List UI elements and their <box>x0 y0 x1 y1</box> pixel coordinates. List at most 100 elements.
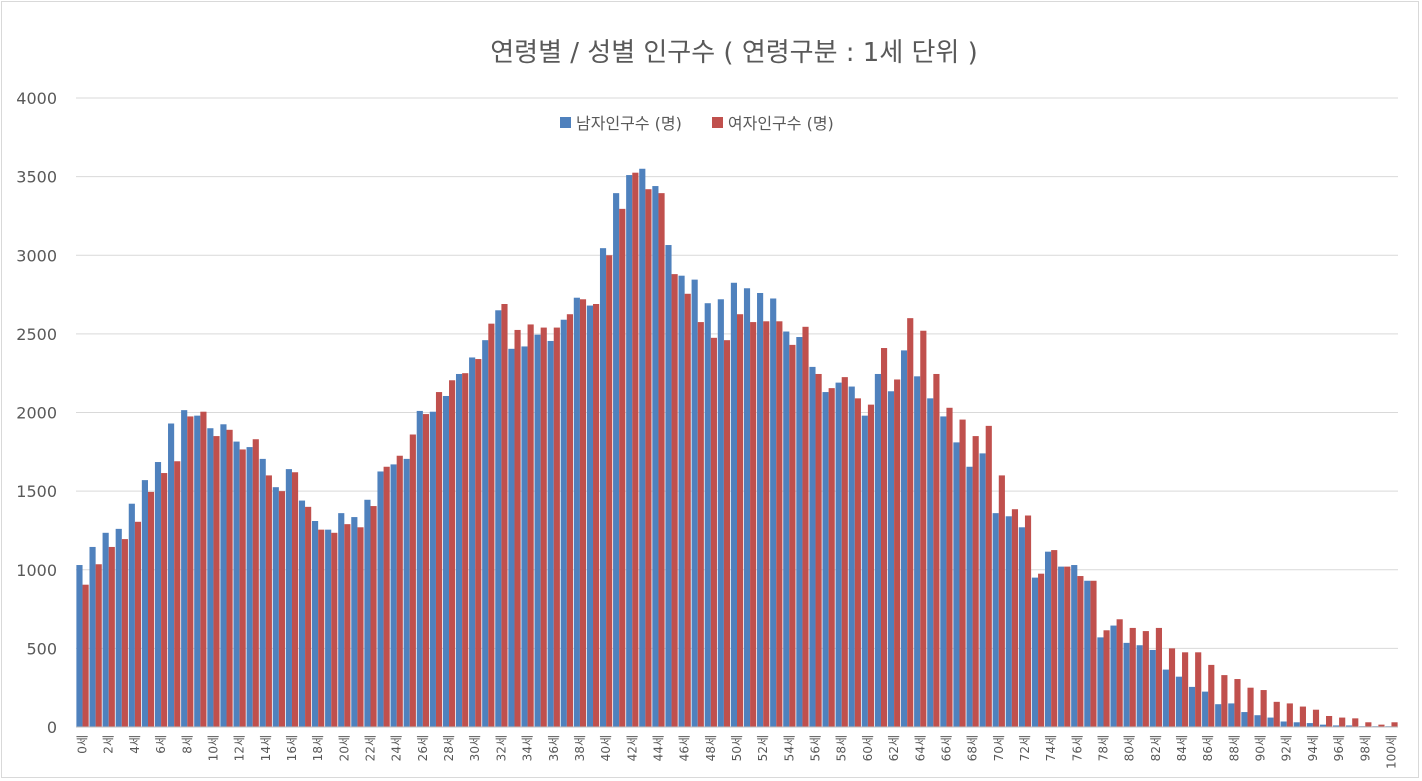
bar-female-100 <box>1391 722 1398 727</box>
bar-female-50 <box>737 314 744 727</box>
x-tick-label: 16세 <box>285 735 299 761</box>
x-tick-label: 32세 <box>494 735 508 761</box>
bar-female-19 <box>331 532 338 727</box>
bar-male-41 <box>613 193 620 727</box>
bar-male-57 <box>822 392 829 727</box>
bar-female-41 <box>619 208 626 728</box>
x-tick-label: 42세 <box>625 735 639 761</box>
bar-male-82 <box>1149 649 1156 727</box>
bar-male-34 <box>521 346 528 727</box>
bar-male-0 <box>76 565 83 727</box>
bar-female-15 <box>278 491 286 728</box>
bar-male-87 <box>1215 704 1222 727</box>
bar-female-90 <box>1260 690 1267 727</box>
bar-female-83 <box>1168 648 1176 728</box>
bar-female-78 <box>1103 630 1110 727</box>
bar-male-83 <box>1162 669 1169 727</box>
bar-male-79 <box>1110 625 1117 727</box>
bar-male-11 <box>220 424 227 727</box>
bar-male-53 <box>770 298 777 727</box>
bar-female-81 <box>1142 631 1149 727</box>
bar-female-85 <box>1195 652 1202 727</box>
bar-female-56 <box>815 373 822 727</box>
bar-male-90 <box>1254 715 1261 727</box>
bar-female-6 <box>161 473 168 727</box>
x-tick-label: 14세 <box>259 735 273 761</box>
bar-female-91 <box>1273 701 1280 727</box>
y-tick-label: 500 <box>26 639 57 658</box>
bar-male-59 <box>848 386 855 727</box>
bar-female-10 <box>213 436 220 727</box>
bar-female-48 <box>710 337 717 727</box>
bar-female-5 <box>147 491 155 727</box>
x-tick-label: 100세 <box>1384 735 1398 769</box>
bar-male-21 <box>351 517 358 727</box>
bar-female-25 <box>409 434 416 727</box>
bar-female-73 <box>1038 573 1045 727</box>
x-tick-label: 40세 <box>599 735 613 761</box>
bar-male-47 <box>691 279 698 727</box>
bar-male-32 <box>495 310 502 727</box>
bar-male-93 <box>1293 722 1300 727</box>
bar-male-62 <box>887 391 895 727</box>
legend-label-female: 여자인구수 (명) <box>727 114 834 133</box>
bar-male-92 <box>1280 721 1287 727</box>
bar-male-61 <box>874 373 881 727</box>
bar-male-18 <box>312 521 319 727</box>
x-tick-label: 44세 <box>651 735 665 761</box>
bar-male-28 <box>442 395 450 727</box>
x-tick-label: 68세 <box>966 735 980 761</box>
bar-male-23 <box>377 471 384 727</box>
bar-male-30 <box>469 357 476 727</box>
x-tick-label: 56세 <box>809 735 823 761</box>
bar-female-94 <box>1312 709 1320 727</box>
bar-female-0 <box>82 584 89 727</box>
chart-legend: 남자인구수 (명) 여자인구수 (명) <box>560 112 864 133</box>
bar-male-43 <box>639 168 646 727</box>
bar-female-49 <box>723 340 731 727</box>
chart-title: 연령별 / 성별 인구수 ( 연령구분 : 1세 단위 ) <box>490 38 978 68</box>
bar-male-77 <box>1084 580 1091 727</box>
x-tick-label: 50세 <box>730 735 744 761</box>
bar-female-76 <box>1077 576 1084 727</box>
bar-female-36 <box>553 327 560 727</box>
x-tick-label: 80세 <box>1123 735 1137 761</box>
bar-male-81 <box>1136 645 1143 727</box>
bar-male-51 <box>743 288 751 727</box>
bar-female-67 <box>959 419 966 727</box>
bar-female-66 <box>946 407 953 727</box>
bar-male-65 <box>927 398 934 727</box>
bar-male-10 <box>207 428 214 727</box>
bar-female-9 <box>200 411 207 727</box>
bar-female-59 <box>854 398 861 727</box>
bar-male-25 <box>403 458 410 727</box>
bar-female-43 <box>645 189 652 727</box>
x-tick-label: 46세 <box>678 735 692 761</box>
x-tick-label: 12세 <box>233 735 247 761</box>
bar-female-34 <box>527 324 534 727</box>
x-tick-label: 64세 <box>913 735 927 761</box>
bar-male-19 <box>325 529 332 727</box>
bar-female-92 <box>1286 703 1293 727</box>
bar-female-2 <box>108 546 115 727</box>
bar-female-30 <box>475 359 482 727</box>
bar-female-44 <box>658 193 665 727</box>
bar-male-97 <box>1346 725 1353 727</box>
x-tick-label: 60세 <box>861 735 875 761</box>
bar-female-61 <box>880 348 888 727</box>
bar-female-22 <box>370 506 377 727</box>
bar-female-27 <box>435 392 443 727</box>
x-tick-label: 66세 <box>939 735 953 761</box>
bar-male-69 <box>979 453 986 727</box>
bar-male-94 <box>1306 723 1313 727</box>
x-tick-label: 78세 <box>1097 735 1111 761</box>
bar-male-8 <box>181 410 188 727</box>
bar-female-64 <box>920 330 927 727</box>
bar-female-72 <box>1024 515 1032 727</box>
bar-female-13 <box>252 439 259 727</box>
x-tick-label: 10세 <box>206 735 220 761</box>
legend-label-male: 남자인구수 (명) <box>576 114 682 133</box>
bar-male-4 <box>128 503 135 727</box>
bar-female-89 <box>1247 687 1254 727</box>
